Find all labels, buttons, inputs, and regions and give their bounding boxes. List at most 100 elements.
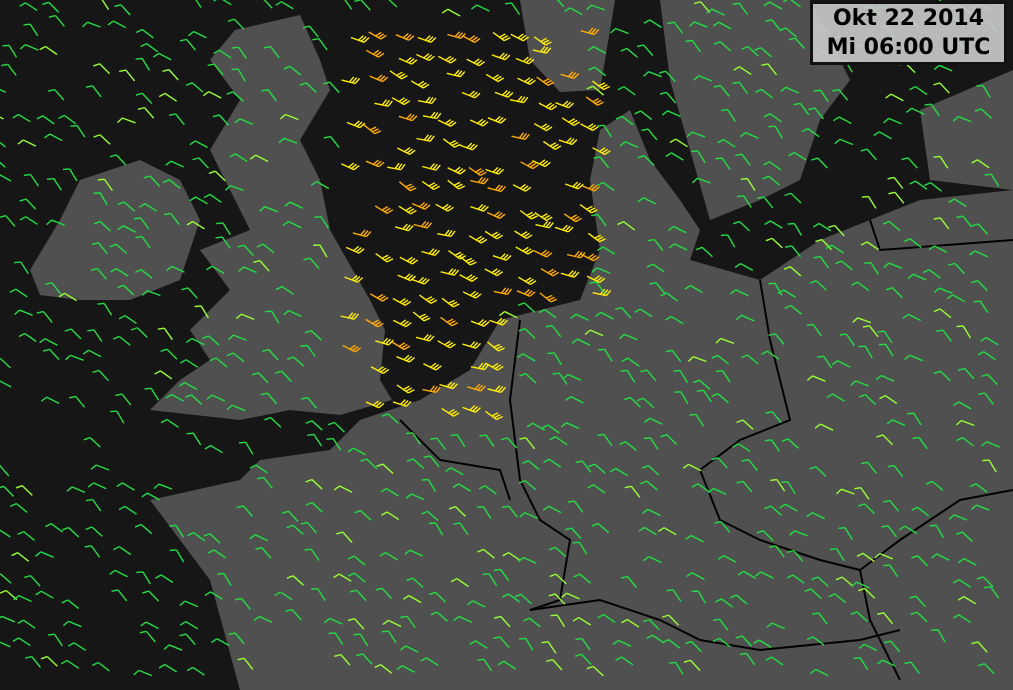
wind-barb xyxy=(2,44,18,58)
wind-barb xyxy=(398,56,418,65)
wind-barb xyxy=(208,170,226,182)
wind-barb xyxy=(691,483,710,493)
wind-barb xyxy=(45,282,62,295)
wind-barb xyxy=(430,437,446,450)
wind-barb xyxy=(835,576,854,587)
wind-barb xyxy=(279,113,299,121)
wind-barb xyxy=(107,20,127,29)
wind-barb xyxy=(781,438,799,449)
wind-barb xyxy=(347,555,366,566)
wind-barb xyxy=(439,381,459,390)
wind-barb xyxy=(437,340,456,349)
wind-barb xyxy=(162,179,181,189)
wind-barb xyxy=(416,53,435,62)
wind-barb xyxy=(452,483,471,492)
wind-barb xyxy=(948,198,967,207)
wind-barb xyxy=(982,459,997,473)
wind-barb xyxy=(715,598,734,608)
wind-barb xyxy=(14,261,29,275)
wind-barb xyxy=(187,531,206,542)
wind-barb xyxy=(558,137,578,146)
wind-barb xyxy=(852,317,872,324)
wind-barb xyxy=(42,1,60,13)
wind-barb xyxy=(660,292,679,302)
wind-barb xyxy=(689,413,705,427)
wind-barb xyxy=(0,589,18,601)
wind-barb xyxy=(141,290,161,297)
wind-barb xyxy=(141,492,160,501)
wind-barb xyxy=(519,209,538,220)
wind-barb xyxy=(461,90,481,99)
wind-barb xyxy=(831,88,849,101)
wind-barb xyxy=(659,70,676,82)
wind-barb xyxy=(9,502,28,513)
wind-barb xyxy=(231,68,246,82)
wind-barb xyxy=(487,341,505,352)
wind-barb xyxy=(812,612,828,625)
wind-barb xyxy=(0,485,15,497)
wind-barb xyxy=(619,441,637,452)
wind-barb xyxy=(381,413,399,424)
wind-barb xyxy=(333,573,352,582)
wind-barb xyxy=(23,173,39,187)
wind-barb xyxy=(303,257,320,270)
wind-barb xyxy=(666,589,682,602)
wind-barb xyxy=(735,635,753,647)
wind-barb xyxy=(310,180,330,190)
wind-barb xyxy=(813,255,830,269)
wind-barb xyxy=(365,49,385,58)
wind-barb xyxy=(830,548,845,562)
wind-barb xyxy=(981,373,998,386)
wind-barb xyxy=(560,71,580,80)
wind-barb xyxy=(307,433,323,447)
wind-barb xyxy=(341,76,361,85)
wind-barb xyxy=(0,379,12,388)
wind-barb xyxy=(264,310,280,324)
wind-barb xyxy=(392,399,412,407)
wind-barb xyxy=(186,0,202,8)
wind-barb xyxy=(354,509,372,521)
wind-barb xyxy=(40,396,60,405)
wind-barb xyxy=(952,401,972,410)
wind-barb xyxy=(933,64,953,72)
wind-barb xyxy=(421,248,441,257)
wind-barb xyxy=(516,289,536,297)
wind-barb xyxy=(421,510,439,522)
wind-barb xyxy=(903,238,922,249)
wind-barb xyxy=(881,525,898,538)
wind-barb xyxy=(395,32,415,41)
wind-barb xyxy=(304,329,322,341)
wind-barb xyxy=(545,658,563,671)
wind-barb xyxy=(423,455,440,468)
wind-barb xyxy=(735,314,755,322)
wind-barb xyxy=(768,333,785,345)
wind-barb xyxy=(336,0,353,10)
wind-barb xyxy=(202,335,220,346)
wind-barb xyxy=(647,238,664,252)
wind-barb xyxy=(369,74,389,83)
wind-barb xyxy=(489,317,509,326)
wind-barb xyxy=(769,545,785,558)
wind-barb xyxy=(741,354,759,365)
wind-barb xyxy=(586,4,605,11)
wind-barb xyxy=(429,591,446,603)
wind-barb xyxy=(643,417,663,425)
wind-barb xyxy=(621,357,640,367)
wind-barb xyxy=(323,81,340,93)
wind-barb xyxy=(522,460,540,471)
wind-barb xyxy=(286,575,304,586)
wind-barb xyxy=(904,354,923,362)
wind-barb xyxy=(476,506,492,519)
wind-barb xyxy=(902,313,922,322)
wind-barb xyxy=(341,162,360,171)
wind-barb xyxy=(487,115,507,124)
wind-barb xyxy=(765,237,783,249)
wind-barb xyxy=(732,443,751,452)
wind-barb xyxy=(598,348,613,362)
wind-barb xyxy=(469,640,488,649)
wind-barb xyxy=(768,282,783,296)
wind-barb xyxy=(215,236,231,249)
wind-barb xyxy=(447,31,466,40)
wind-barb xyxy=(453,522,469,536)
